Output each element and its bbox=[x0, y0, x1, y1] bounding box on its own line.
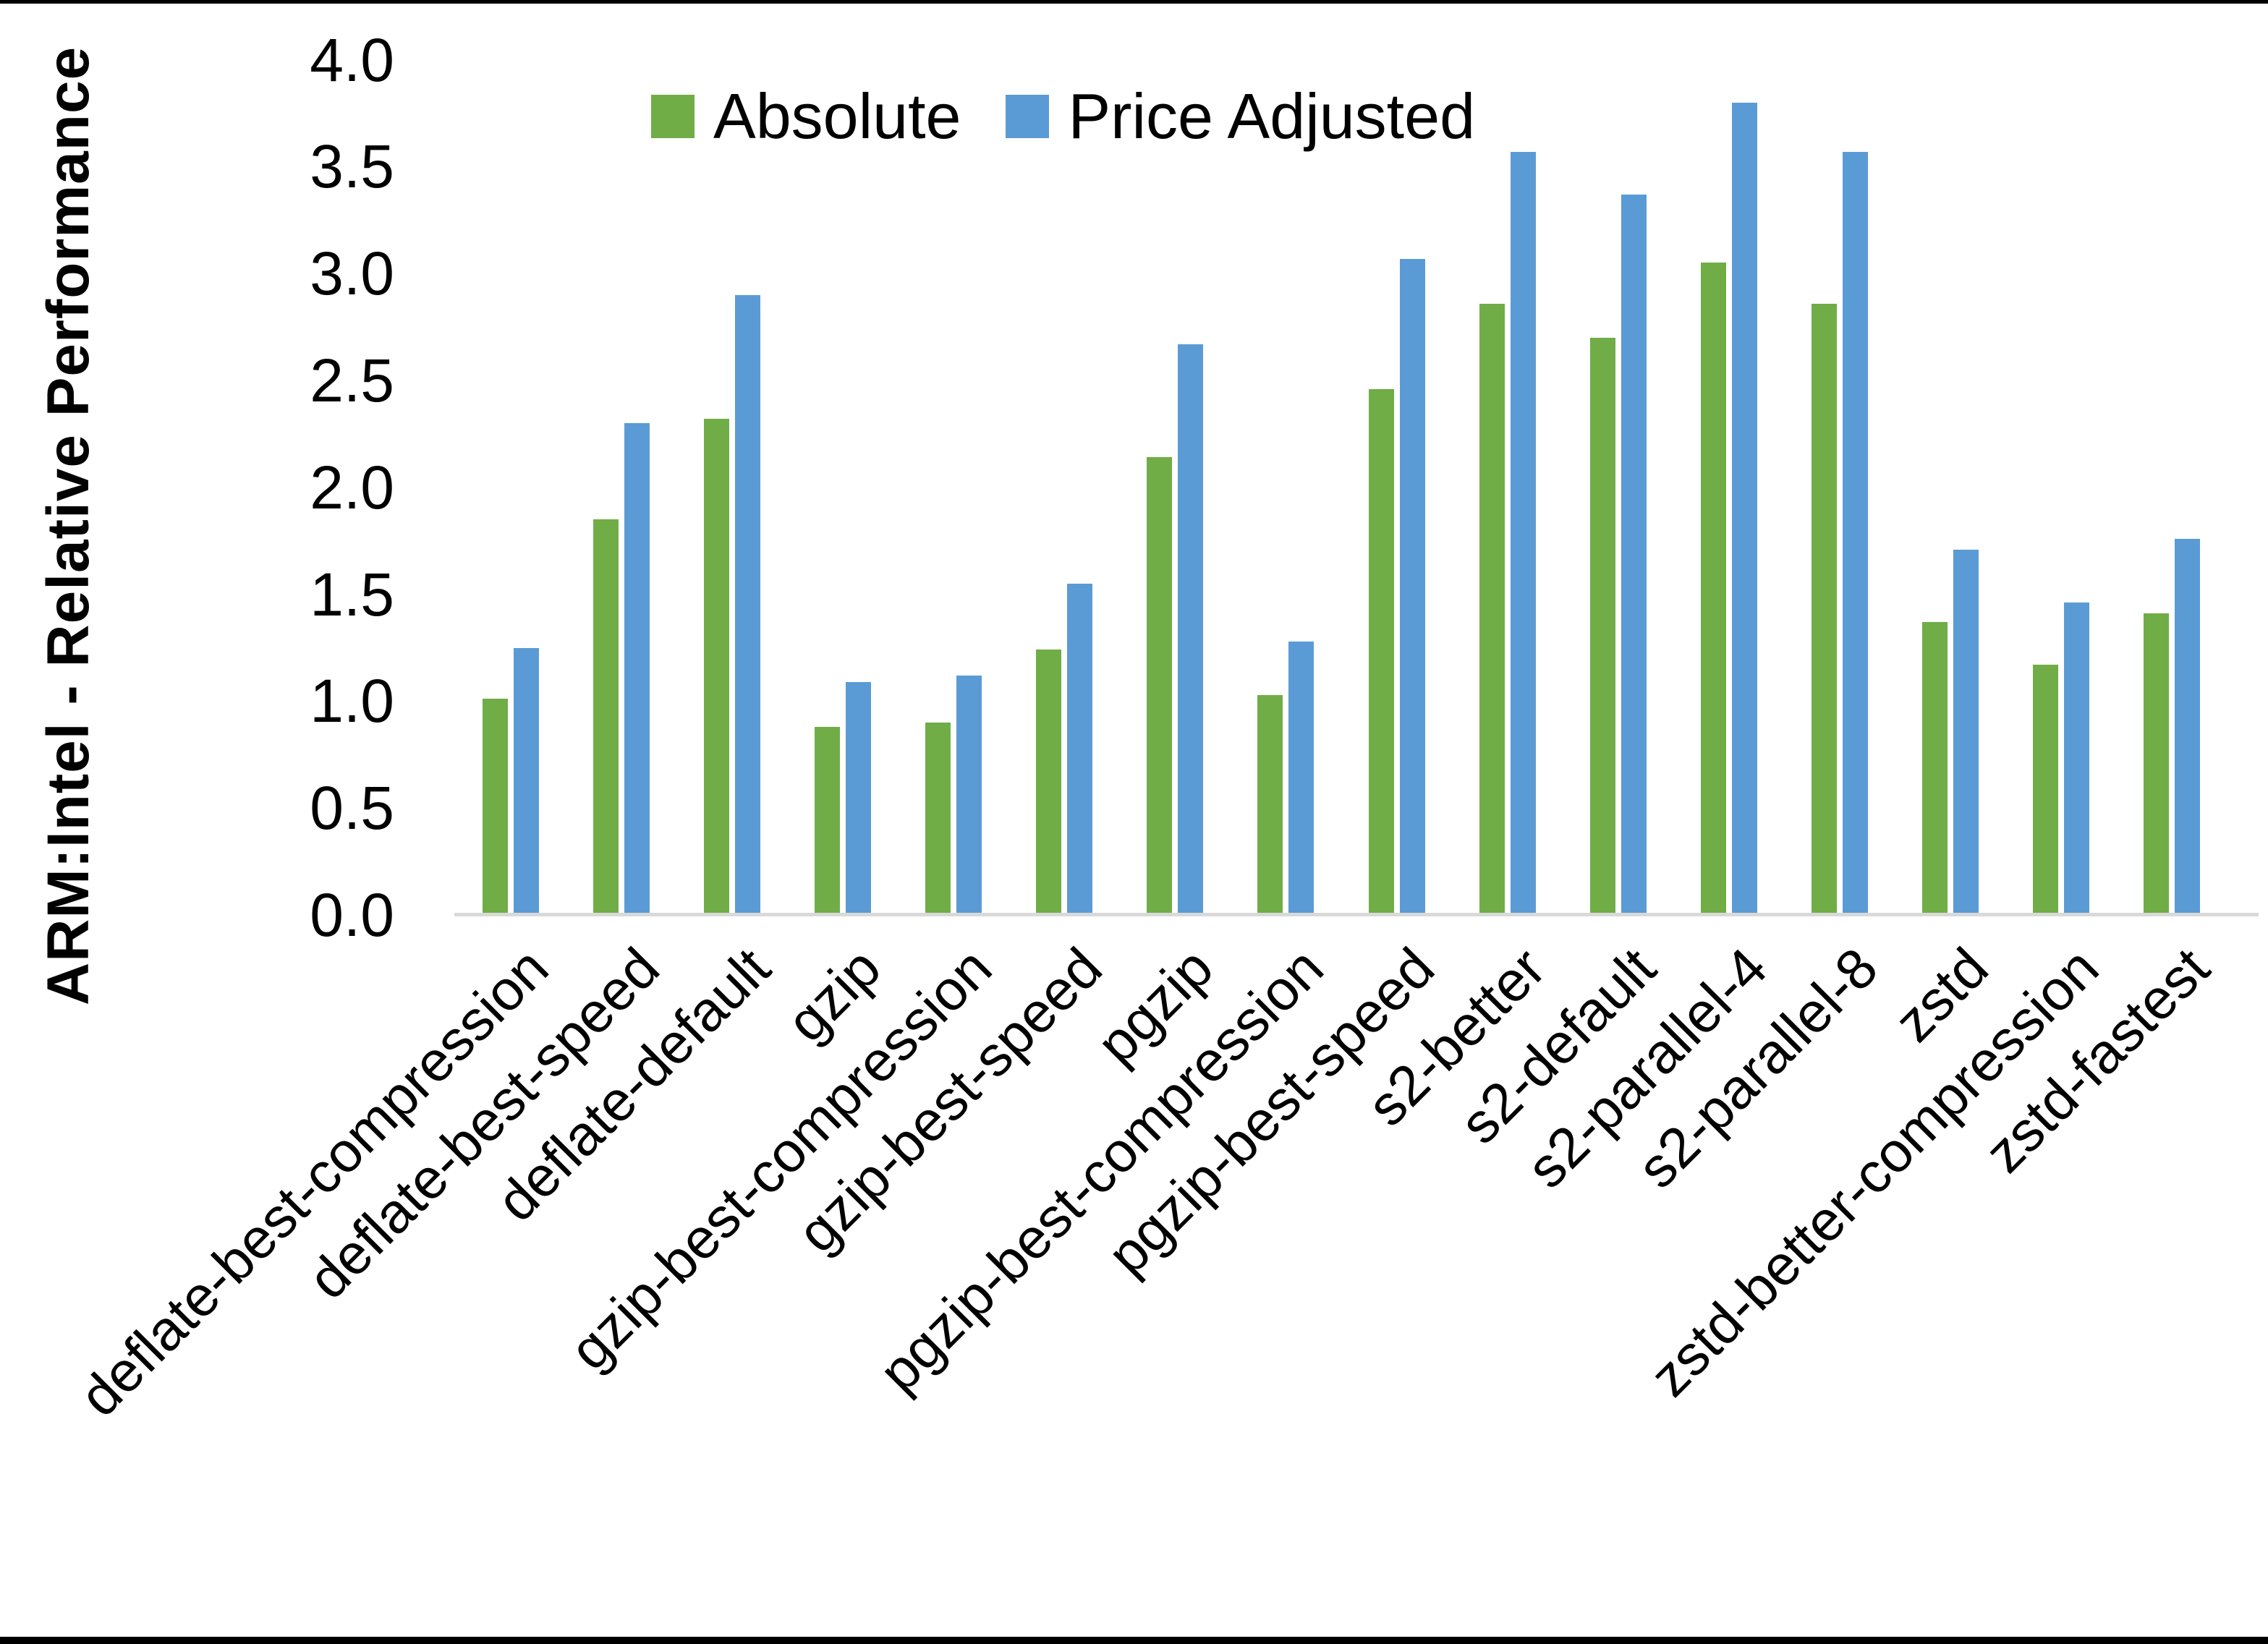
bar-price-adjusted bbox=[1510, 151, 1536, 915]
bar-absolute bbox=[1368, 388, 1394, 915]
bar-price-adjusted bbox=[1288, 641, 1314, 915]
bar-price-adjusted bbox=[1067, 583, 1093, 915]
y-tick-label: 1.0 bbox=[310, 667, 394, 736]
bar-absolute bbox=[2144, 613, 2170, 915]
x-tick-label: deflate-best-compression bbox=[67, 935, 561, 1428]
legend: Absolute Price Adjusted bbox=[651, 85, 1475, 148]
y-tick-label: 0.5 bbox=[310, 774, 394, 843]
bar-price-adjusted bbox=[1621, 194, 1647, 915]
y-tick-label: 2.0 bbox=[310, 453, 394, 521]
plot-area: 0.0 0.5 1.0 1.5 2.0 2.5 3.0 3.5 4.0 deflate-best-… bbox=[0, 4, 2268, 1637]
bar-absolute bbox=[815, 726, 841, 915]
y-tick-label: 2.5 bbox=[310, 346, 394, 414]
bar-absolute bbox=[483, 699, 508, 915]
bar-absolute bbox=[593, 519, 619, 915]
bar-price-adjusted bbox=[2175, 538, 2201, 915]
bar-price-adjusted bbox=[624, 423, 650, 915]
bar-absolute bbox=[1921, 622, 1948, 915]
bar-price-adjusted bbox=[1953, 549, 1979, 915]
bar-absolute bbox=[1036, 649, 1062, 915]
bar-absolute bbox=[925, 722, 951, 915]
bar-absolute bbox=[1257, 694, 1283, 915]
legend-swatch-absolute bbox=[651, 95, 695, 138]
bar-price-adjusted bbox=[1399, 258, 1425, 915]
bar-absolute bbox=[2032, 665, 2058, 915]
y-tick-label: 3.5 bbox=[310, 132, 394, 201]
y-tick-label: 1.5 bbox=[310, 560, 394, 629]
bar-price-adjusted bbox=[956, 675, 982, 915]
bar-price-adjusted bbox=[846, 681, 872, 915]
bar-absolute bbox=[704, 419, 730, 915]
y-tick-label: 0.0 bbox=[310, 881, 394, 949]
x-axis-line bbox=[454, 913, 2259, 916]
bar-price-adjusted bbox=[2063, 602, 2089, 915]
bar-price-adjusted bbox=[1731, 102, 1757, 915]
y-tick-label: 3.0 bbox=[310, 239, 394, 308]
bar-price-adjusted bbox=[514, 647, 539, 915]
y-tick-label: 4.0 bbox=[310, 25, 394, 94]
bar-absolute bbox=[1589, 337, 1615, 915]
legend-label-absolute: Absolute bbox=[713, 80, 961, 152]
legend-label-price-adjusted: Price Adjusted bbox=[1068, 80, 1476, 152]
legend-item-price-adjusted: Price Adjusted bbox=[1006, 85, 1475, 148]
bar-price-adjusted bbox=[735, 294, 761, 915]
legend-item-absolute: Absolute bbox=[651, 85, 961, 148]
legend-swatch-price-adjusted bbox=[1006, 95, 1050, 138]
bar-absolute bbox=[1147, 457, 1173, 915]
bar-absolute bbox=[1479, 303, 1505, 915]
bar-absolute bbox=[1700, 263, 1726, 915]
bar-price-adjusted bbox=[1178, 344, 1204, 915]
bar-price-adjusted bbox=[1842, 151, 1868, 915]
bar-absolute bbox=[1811, 303, 1837, 915]
